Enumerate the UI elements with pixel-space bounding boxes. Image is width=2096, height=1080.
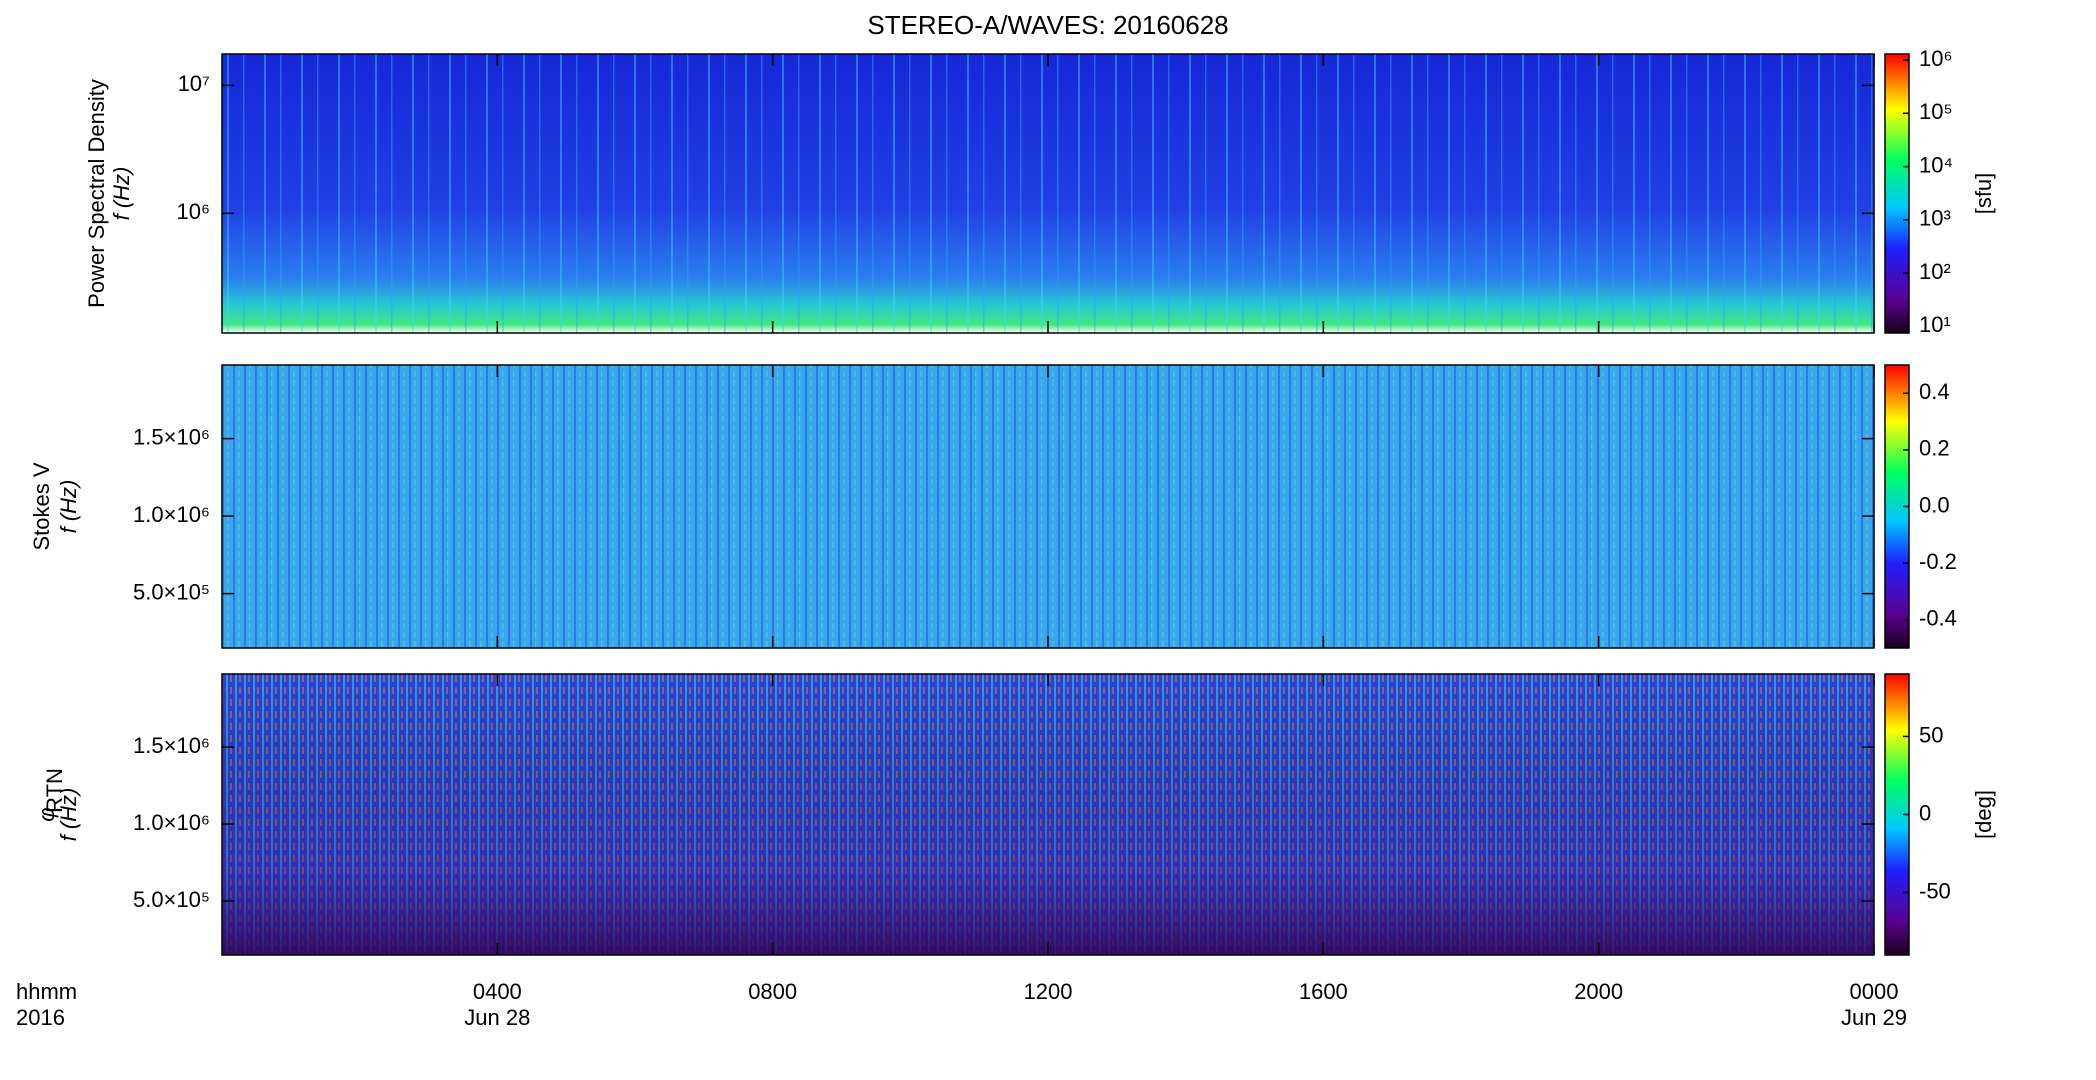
x-tick-label: 1200	[1024, 979, 1073, 1004]
y-axis-label: Power Spectral Density	[84, 79, 109, 308]
colorbar-tick-label: -0.4	[1919, 606, 1957, 631]
colorbar-tick-label: 50	[1919, 722, 1943, 747]
colorbar-tick-label: 0.2	[1919, 436, 1950, 461]
colorbar-tick-label: 10⁶	[1919, 46, 1953, 71]
y-tick-label: 1.5×10⁶	[133, 424, 210, 449]
y-axis-label: f (Hz)	[56, 788, 81, 842]
x-format-label: hhmm	[16, 979, 77, 1004]
colorbar-tick-label: 10²	[1919, 259, 1951, 284]
y-tick-label: 1.5×10⁶	[133, 733, 210, 758]
spectrogram-image	[222, 54, 1874, 333]
spectrogram-image	[222, 674, 1874, 955]
year-label: 2016	[16, 1005, 65, 1030]
y-tick-label: 5.0×10⁵	[133, 579, 210, 604]
colorbar-tick-label: -50	[1919, 878, 1951, 903]
colorbar-label: [deg]	[1971, 790, 1996, 839]
y-tick-label: 1.0×10⁶	[133, 810, 210, 835]
date-label: Jun 28	[464, 1005, 530, 1030]
x-tick-label: 0800	[748, 979, 797, 1004]
colorbar-tick-label: 0	[1919, 800, 1931, 825]
y-axis-label: f (Hz)	[56, 480, 81, 534]
colorbar-tick-label: 0.0	[1919, 492, 1950, 517]
date-label: Jun 29	[1841, 1005, 1907, 1030]
spectrogram-image	[222, 365, 1874, 648]
colorbar-tick-label: 0.4	[1919, 379, 1950, 404]
x-tick-label: 1600	[1299, 979, 1348, 1004]
y-axis-label-sub: RTN	[42, 768, 67, 813]
y-axis-label: f (Hz)	[109, 167, 134, 221]
x-tick-label: 0400	[473, 979, 522, 1004]
colorbar-tick-label: -0.2	[1919, 549, 1957, 574]
colorbar	[1884, 53, 1910, 334]
y-axis-label: φ	[34, 807, 59, 821]
y-tick-label: 5.0×10⁵	[133, 887, 210, 912]
y-tick-label: 10⁷	[178, 71, 210, 96]
colorbar-tick-label: 10⁴	[1919, 152, 1953, 177]
colorbar-tick-label: 10⁵	[1919, 99, 1953, 124]
y-tick-label: 1.0×10⁶	[133, 502, 210, 527]
y-tick-label: 10⁶	[176, 199, 210, 224]
colorbar-label: [sfu]	[1971, 173, 1996, 215]
chart-title: STEREO-A/WAVES: 20160628	[867, 10, 1228, 40]
y-axis-label: Stokes V	[29, 462, 54, 550]
x-tick-label: 0000	[1850, 979, 1899, 1004]
colorbar-tick-label: 10³	[1919, 206, 1951, 231]
colorbar-tick-label: 10¹	[1919, 312, 1951, 337]
x-tick-label: 2000	[1574, 979, 1623, 1004]
